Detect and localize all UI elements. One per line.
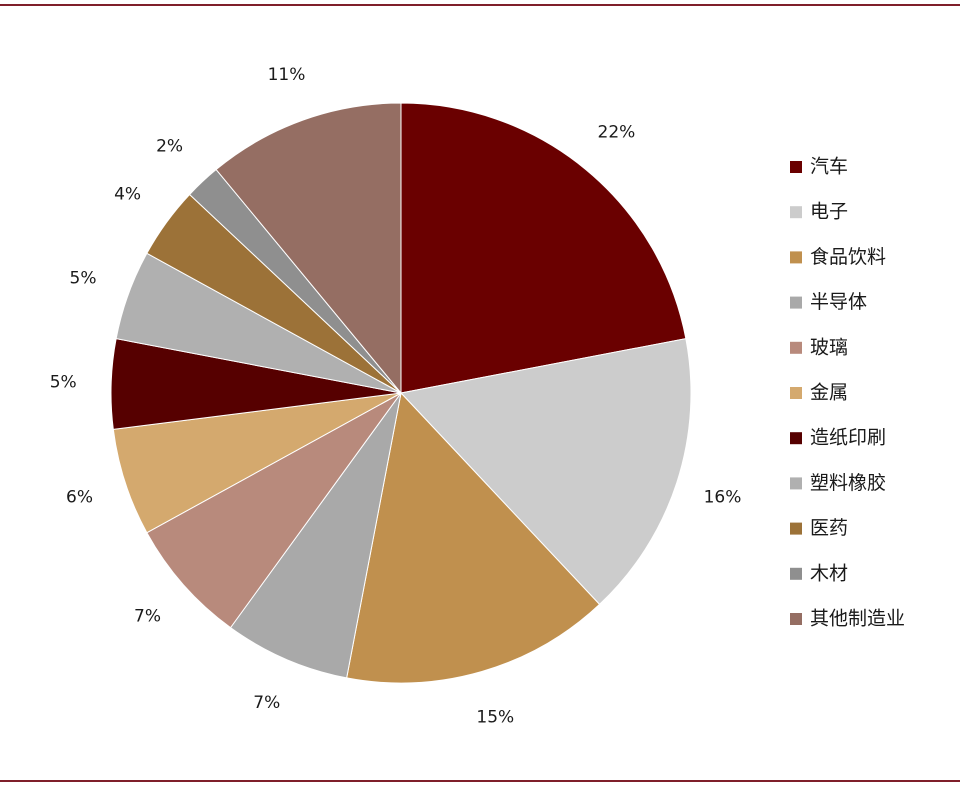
legend-swatch-6 — [790, 387, 802, 399]
value-label-11: 11% — [268, 65, 306, 85]
slice-1 — [400, 102, 687, 394]
legend-label-6: 金属 — [810, 382, 848, 404]
legend-swatch-10 — [790, 567, 802, 580]
legend-swatch-3 — [790, 251, 802, 264]
legend-label-11: 其他制造业 — [810, 608, 905, 630]
value-label-2: 16% — [704, 487, 742, 507]
legend-label-10: 木材 — [810, 562, 848, 584]
value-label-9: 4% — [114, 184, 141, 204]
value-label-3: 15% — [476, 708, 514, 728]
legend-label-8: 塑料橡胶 — [810, 472, 886, 494]
slice-4 — [229, 392, 402, 679]
legend-swatch-8 — [790, 477, 802, 490]
legend-swatch-4 — [790, 296, 802, 309]
legend-label-1: 汽车 — [810, 156, 848, 178]
legend-swatch-2 — [790, 206, 802, 219]
bottom-rule — [0, 780, 960, 782]
legend-swatch-7 — [790, 432, 802, 445]
legend-swatch-5 — [790, 341, 802, 354]
legend-label-3: 食品饮料 — [810, 246, 886, 268]
pie-slices — [110, 102, 692, 684]
value-label-10: 2% — [156, 137, 183, 157]
value-label-6: 6% — [66, 487, 93, 507]
legend-label-2: 电子 — [810, 201, 848, 223]
slice-labels: 22% 16% 15% 7% 7% 6% 5% 5% 4% 2% 11% — [50, 65, 742, 728]
value-label-1: 22% — [598, 123, 636, 143]
legend-swatch-9 — [790, 522, 802, 535]
legend-label-5: 玻璃 — [810, 336, 848, 358]
legend-swatch-1 — [790, 161, 802, 173]
legend-label-9: 医药 — [810, 517, 848, 539]
value-label-4: 7% — [253, 693, 280, 713]
legend-label-7: 造纸印刷 — [810, 427, 886, 449]
slice-2 — [400, 338, 692, 606]
top-rule — [0, 4, 960, 6]
slice-3 — [346, 391, 601, 684]
value-label-7: 5% — [50, 372, 77, 392]
value-label-8: 5% — [70, 269, 97, 289]
legend-swatch-11 — [790, 613, 802, 625]
value-label-5: 7% — [134, 607, 161, 627]
slice-5 — [146, 392, 402, 629]
legend-label-4: 半导体 — [810, 291, 867, 313]
slice-11 — [215, 102, 402, 395]
